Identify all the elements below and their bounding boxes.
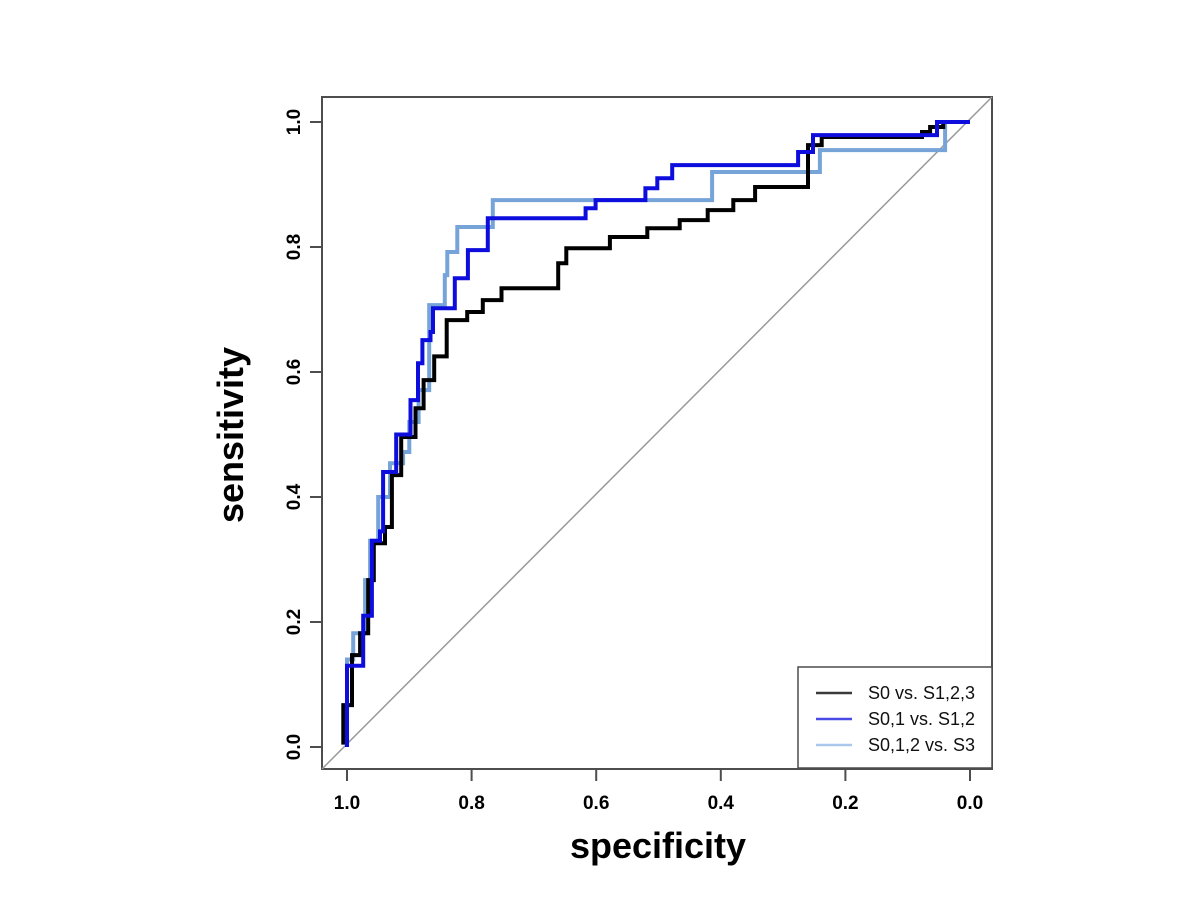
chance-diagonal-line [321, 96, 993, 770]
y-axis-title: sensitivity [210, 347, 251, 523]
roc-curve-3 [345, 120, 970, 747]
x-axis-title: specificity [570, 825, 746, 866]
x-tick-label: 0.4 [708, 793, 735, 814]
x-tick-label: 0.0 [957, 793, 983, 814]
legend-box [797, 666, 993, 769]
roc-curves-group [341, 120, 970, 747]
chance-diagonal-group [321, 96, 993, 770]
roc-curve-2 [345, 120, 970, 747]
y-tick-label: 0.4 [284, 483, 305, 510]
y-axis-ticks-group: 0.0 0.2 0.4 0.6 0.8 1.0 [284, 109, 322, 760]
x-tick-label: 0.6 [583, 793, 609, 814]
y-tick-label: 1.0 [284, 109, 305, 135]
legend-item-label: S0 vs. S1,2,3 [868, 683, 975, 703]
x-tick-label: 1.0 [334, 793, 360, 814]
y-tick-label: 0.6 [284, 359, 305, 385]
legend-item-label: S0,1 vs. S1,2 [868, 709, 975, 729]
legend-group: S0 vs. S1,2,3 S0,1 vs. S1,2 S0,1,2 vs. S3 [797, 666, 993, 769]
y-tick-label: 0.2 [284, 609, 305, 635]
y-tick-label: 0.8 [284, 234, 305, 260]
x-tick-label: 0.8 [458, 793, 484, 814]
x-axis-ticks-group: 1.0 0.8 0.6 0.4 0.2 0.0 [334, 769, 983, 814]
x-tick-label: 0.2 [832, 793, 858, 814]
y-tick-label: 0.0 [284, 734, 305, 760]
plot-border [321, 96, 993, 770]
legend-item-label: S0,1,2 vs. S3 [868, 735, 975, 755]
